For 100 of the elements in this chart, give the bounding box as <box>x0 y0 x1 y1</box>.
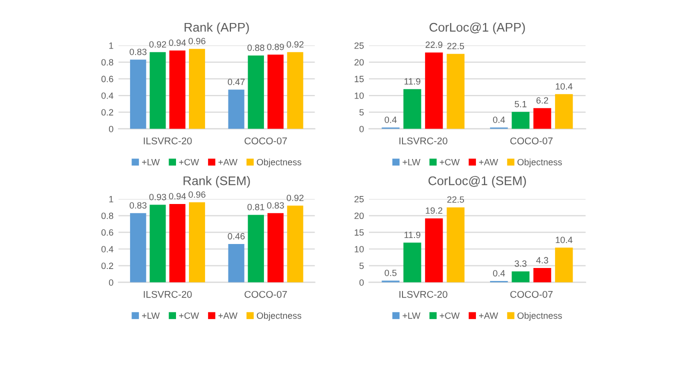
data-label: 5.1 <box>514 100 526 108</box>
data-label: 0.92 <box>149 41 166 48</box>
data-label: 10.4 <box>556 236 572 244</box>
y-tick-label: 0.4 <box>101 92 114 99</box>
bar <box>555 94 573 129</box>
x-tick-label: ILSVRC-20 <box>399 290 448 298</box>
y-tick-label: 1 <box>109 42 114 49</box>
chart-title: Rank (APP) <box>184 22 249 34</box>
bar <box>130 213 146 282</box>
y-tick-label: 0.2 <box>101 109 114 116</box>
data-label: 0.92 <box>286 41 304 48</box>
legend-label: +AW <box>218 159 238 166</box>
bar <box>512 271 530 282</box>
bar <box>425 218 443 282</box>
data-label: 0.92 <box>286 194 304 202</box>
legend-label: +LW <box>142 159 160 166</box>
chart-title: CorLoc@1 (SEM) <box>428 176 526 188</box>
data-label: 22.5 <box>447 42 464 50</box>
bar <box>228 90 244 129</box>
data-label: 0.83 <box>130 48 146 56</box>
x-tick-label: ILSVRC-20 <box>144 137 192 144</box>
y-tick-label: 0 <box>359 126 364 132</box>
bar <box>188 48 206 129</box>
data-label: 10.4 <box>556 83 572 90</box>
data-label: 0.96 <box>188 38 206 44</box>
y-tick-label: 0.6 <box>101 229 114 236</box>
chart-title: Rank (SEM) <box>184 176 250 188</box>
data-label: 11.9 <box>404 78 420 85</box>
x-tick-label: COCO-07 <box>510 290 553 298</box>
chart-title: CorLoc@1 (APP) <box>430 22 525 34</box>
data-label: 22.9 <box>426 42 442 48</box>
data-label: 0.88 <box>247 44 264 51</box>
legend-label: Objectness <box>518 158 562 168</box>
y-tick-label: 20 <box>354 212 364 220</box>
bar <box>248 55 264 129</box>
bar <box>150 204 166 282</box>
data-label: 0.4 <box>384 116 397 123</box>
bar <box>403 89 422 129</box>
data-label: 0.81 <box>247 204 264 210</box>
x-tick-label: ILSVRC-20 <box>399 137 448 144</box>
y-tick-label: 1 <box>109 196 114 202</box>
y-tick-label: 20 <box>354 59 364 66</box>
data-label: 0.93 <box>149 194 166 200</box>
data-label: 19.2 <box>426 207 442 214</box>
y-tick-label: 10 <box>354 246 364 252</box>
y-tick-label: 0 <box>108 126 114 132</box>
legend-label: +CW <box>440 312 460 319</box>
legend-label: +CW <box>440 158 460 166</box>
data-label: 0.83 <box>130 202 146 209</box>
data-label: 0.94 <box>168 193 186 200</box>
y-tick-label: 0.8 <box>101 59 114 66</box>
bar <box>512 112 530 129</box>
data-label: 0.5 <box>384 270 397 276</box>
bar <box>267 54 284 129</box>
y-tick-label: 0.4 <box>101 246 114 252</box>
bar <box>425 52 443 129</box>
legend-label: +LW <box>402 312 420 319</box>
bar <box>533 268 552 282</box>
bar <box>267 213 284 282</box>
bar <box>533 108 552 129</box>
data-label: 0.4 <box>493 116 505 123</box>
legend-label: +CW <box>179 312 200 319</box>
legend-label: +LW <box>142 312 160 319</box>
y-tick-label: 10 <box>354 92 364 99</box>
bar <box>130 60 146 129</box>
data-label: 11.9 <box>404 232 420 238</box>
x-tick-label: ILSVRC-20 <box>144 290 192 298</box>
bar <box>169 204 186 282</box>
y-tick-label: 0.2 <box>101 262 114 270</box>
y-tick-label: 5 <box>359 109 364 116</box>
x-tick-label: COCO-07 <box>244 290 287 298</box>
legend-label: Objectness <box>256 312 302 321</box>
data-label: 0.96 <box>188 191 206 198</box>
data-label: 3.3 <box>514 260 526 267</box>
bar <box>228 244 244 282</box>
legend-label: +AW <box>218 312 238 319</box>
legend-label: +LW <box>402 159 420 166</box>
y-tick-label: 0.6 <box>101 76 114 82</box>
bar <box>248 214 264 282</box>
y-tick-label: 0.8 <box>101 212 114 220</box>
legend-label: Objectness <box>518 312 562 321</box>
x-tick-label: COCO-07 <box>244 137 287 144</box>
data-label: 0.4 <box>493 270 505 276</box>
bar <box>403 242 422 282</box>
data-label: 0.46 <box>228 233 245 240</box>
x-tick-label: COCO-07 <box>510 137 553 144</box>
bar <box>150 52 166 129</box>
y-tick-label: 5 <box>359 262 364 270</box>
y-tick-label: 25 <box>354 196 364 202</box>
bar <box>188 202 206 282</box>
legend-label: +AW <box>479 312 498 319</box>
bar <box>287 52 304 129</box>
data-label: 0.47 <box>228 78 245 86</box>
y-tick-label: 25 <box>354 42 364 49</box>
y-tick-label: 0 <box>359 279 364 286</box>
bar <box>446 54 465 129</box>
legend-label: +AW <box>479 159 498 166</box>
bar <box>555 248 573 282</box>
y-tick-label: 15 <box>354 229 364 236</box>
y-tick-label: 15 <box>354 76 364 82</box>
